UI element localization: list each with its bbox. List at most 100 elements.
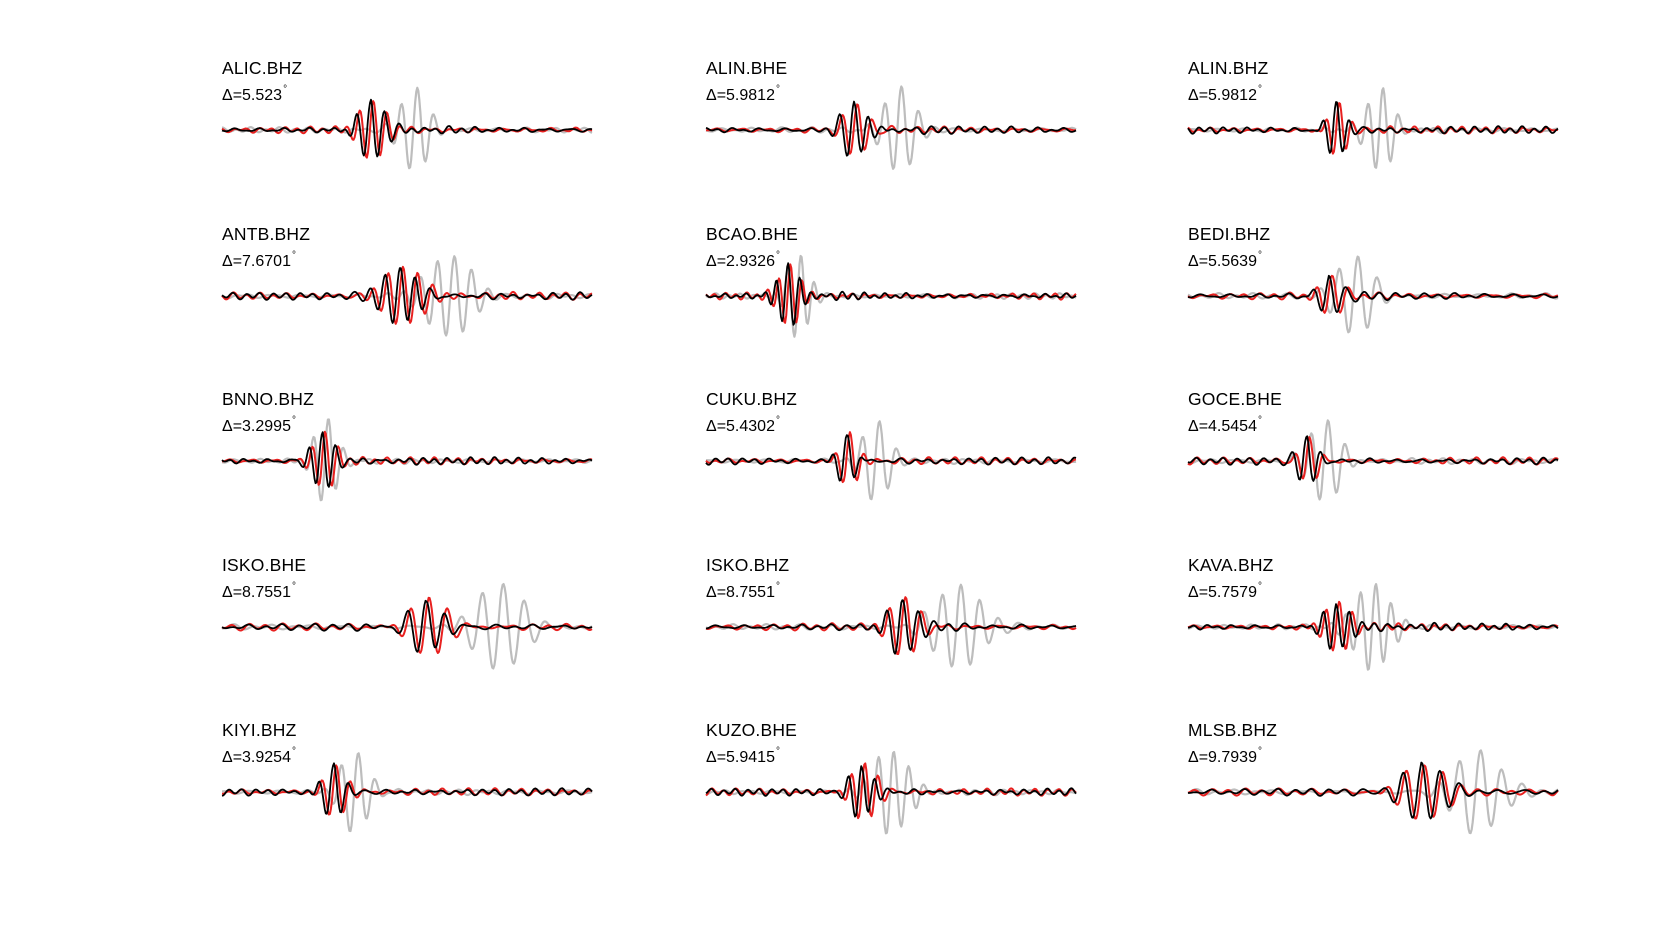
- degree-symbol: °: [1257, 250, 1262, 261]
- distance-value: 5.5639: [1208, 253, 1257, 270]
- trace-panel: ALIC.BHZ Δ=5.523°: [221, 58, 593, 188]
- trace-plot: [221, 752, 593, 833]
- trace-plot: [705, 254, 1077, 338]
- synthetic-trace: [705, 599, 1077, 655]
- trace-panel: GOCE.BHE Δ=4.5454°: [1187, 389, 1559, 519]
- synthetic-trace: [705, 100, 1077, 157]
- trace-panel: KIYI.BHZ Δ=3.9254°: [221, 720, 593, 850]
- trace-panel: KUZO.BHE Δ=5.9415°: [705, 720, 1077, 850]
- synthetic-trace: [1187, 274, 1559, 313]
- delta-symbol: Δ=: [706, 418, 727, 435]
- degree-symbol: °: [775, 581, 780, 592]
- trace-plot: [705, 750, 1077, 835]
- data-trace: [705, 263, 1077, 324]
- distance-label: Δ=7.6701°: [222, 250, 296, 271]
- trace-panel: CUKU.BHZ Δ=5.4302°: [705, 389, 1077, 519]
- distance-value: 5.9415: [726, 749, 775, 766]
- station-label: BEDI.BHZ: [1188, 224, 1271, 244]
- synthetic-unaligned-trace: [705, 85, 1077, 170]
- distance-value: 5.523: [242, 87, 283, 104]
- trace-plot: [705, 85, 1077, 170]
- distance-label: Δ=5.9812°: [1188, 84, 1262, 105]
- synthetic-trace: [221, 431, 593, 488]
- synthetic-trace: [1187, 435, 1559, 482]
- station-label: ALIC.BHZ: [222, 58, 303, 78]
- station-label: ALIN.BHZ: [1188, 58, 1269, 78]
- trace-panel: ALIN.BHE Δ=5.9812°: [705, 58, 1077, 188]
- degree-symbol: °: [291, 581, 296, 592]
- data-trace: [222, 430, 593, 487]
- station-label: KAVA.BHZ: [1188, 555, 1274, 575]
- trace-plot: [1187, 749, 1559, 835]
- distance-label: Δ=5.9812°: [706, 84, 780, 105]
- distance-value: 5.9812: [726, 87, 775, 104]
- trace-plot: [1187, 419, 1559, 501]
- synthetic-trace: [705, 262, 1077, 326]
- synthetic-trace: [221, 599, 593, 653]
- distance-value: 8.7551: [242, 584, 291, 601]
- delta-symbol: Δ=: [222, 584, 243, 601]
- delta-symbol: Δ=: [706, 584, 727, 601]
- trace-plot: [1187, 87, 1559, 169]
- delta-symbol: Δ=: [706, 253, 727, 270]
- distance-value: 2.9326: [726, 253, 775, 270]
- synthetic-trace: [221, 267, 593, 324]
- delta-symbol: Δ=: [706, 749, 727, 766]
- trace-plot: [221, 583, 593, 670]
- synthetic-trace: [705, 434, 1077, 482]
- synthetic-trace: [1187, 761, 1559, 820]
- delta-symbol: Δ=: [222, 418, 243, 435]
- station-label: KIYI.BHZ: [222, 720, 297, 740]
- station-label: MLSB.BHZ: [1188, 720, 1278, 740]
- station-label: ALIN.BHE: [706, 58, 788, 78]
- degree-symbol: °: [1257, 84, 1262, 95]
- distance-label: Δ=5.7579°: [1188, 581, 1262, 602]
- station-label: KUZO.BHE: [706, 720, 798, 740]
- synthetic-trace: [1187, 101, 1559, 154]
- trace-panel: BNNO.BHZ Δ=3.2995°: [221, 389, 593, 519]
- trace-panel: KAVA.BHZ Δ=5.7579°: [1187, 555, 1559, 685]
- trace-plot: [1187, 583, 1559, 671]
- distance-label: Δ=5.4302°: [706, 415, 780, 436]
- degree-symbol: °: [1257, 746, 1262, 757]
- distance-label: Δ=5.5639°: [1188, 250, 1262, 271]
- trace-plot: [705, 420, 1077, 501]
- synthetic-trace: [705, 765, 1077, 818]
- station-label: ANTB.BHZ: [222, 224, 311, 244]
- delta-symbol: Δ=: [1188, 418, 1209, 435]
- trace-panel: ALIN.BHZ Δ=5.9812°: [1187, 58, 1559, 188]
- station-label: BCAO.BHE: [706, 224, 799, 244]
- degree-symbol: °: [291, 746, 296, 757]
- trace-plot: [221, 86, 593, 170]
- distance-label: Δ=2.9326°: [706, 250, 780, 271]
- distance-value: 7.6701: [242, 253, 291, 270]
- distance-label: Δ=8.7551°: [706, 581, 780, 602]
- distance-value: 3.2995: [242, 418, 291, 435]
- distance-label: Δ=3.2995°: [222, 415, 296, 436]
- distance-value: 3.9254: [242, 749, 291, 766]
- delta-symbol: Δ=: [1188, 253, 1209, 270]
- synthetic-unaligned-trace: [1187, 87, 1559, 169]
- station-label: CUKU.BHZ: [706, 389, 798, 409]
- delta-symbol: Δ=: [222, 749, 243, 766]
- degree-symbol: °: [775, 84, 780, 95]
- distance-label: Δ=4.5454°: [1188, 415, 1262, 436]
- distance-value: 5.7579: [1208, 584, 1257, 601]
- synthetic-trace: [1187, 603, 1559, 650]
- station-label: GOCE.BHE: [1188, 389, 1282, 409]
- synthetic-trace: [221, 762, 593, 815]
- distance-label: Δ=9.7939°: [1188, 746, 1262, 767]
- distance-label: Δ=5.9415°: [706, 746, 780, 767]
- delta-symbol: Δ=: [706, 87, 727, 104]
- synthetic-trace: [221, 98, 593, 158]
- distance-label: Δ=5.523°: [222, 84, 287, 105]
- data-trace: [1187, 436, 1559, 480]
- degree-symbol: °: [1257, 415, 1262, 426]
- trace-panel: BCAO.BHE Δ=2.9326°: [705, 224, 1077, 354]
- degree-symbol: °: [1257, 581, 1262, 592]
- trace-plot: [221, 255, 593, 337]
- degree-symbol: °: [283, 84, 288, 95]
- delta-symbol: Δ=: [1188, 87, 1209, 104]
- trace-panel: ISKO.BHE Δ=8.7551°: [221, 555, 593, 685]
